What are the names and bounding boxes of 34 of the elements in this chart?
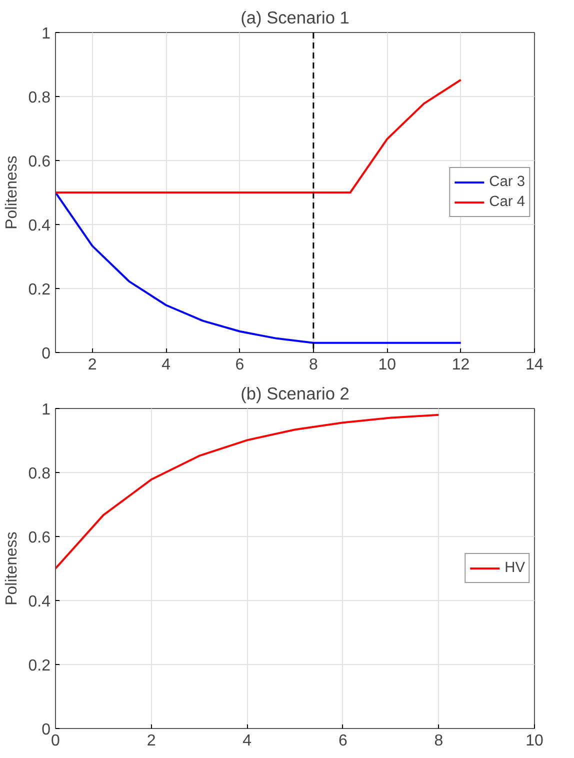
y-tick-label: 0	[42, 346, 51, 362]
x-tick-label: 2	[88, 356, 97, 374]
x-tick-label: 6	[338, 732, 348, 750]
y-tick-label: 0.2	[28, 658, 51, 674]
x-tick-label: 8	[308, 356, 318, 374]
legend-label: HV	[504, 560, 525, 576]
y-tick-label: 0	[42, 722, 51, 738]
y-tick-label: 0.6	[28, 530, 51, 546]
chart-title: (b) Scenario 2	[240, 384, 350, 404]
legend-label: Car 3	[489, 174, 525, 190]
x-tick-label: 6	[235, 356, 244, 374]
x-tick-label: 14	[526, 356, 544, 374]
y-tick-label: 1	[42, 402, 51, 418]
chart-title: (a) Scenario 1	[240, 8, 350, 28]
y-axis-title: Politeness	[3, 156, 20, 230]
y-axis-title: Politeness	[3, 532, 20, 606]
legend-label: Car 4	[489, 194, 525, 210]
x-tick-label: 4	[242, 732, 252, 750]
x-tick-label: 10	[526, 732, 544, 750]
x-tick-label: 12	[452, 356, 470, 374]
x-tick-label: 2	[146, 732, 156, 750]
y-tick-label: 0.8	[28, 466, 51, 482]
y-tick-label: 0.4	[28, 218, 51, 234]
x-tick-label: 10	[378, 356, 396, 374]
line-series	[56, 414, 440, 570]
y-tick-label: 0.6	[28, 154, 51, 170]
x-tick-label: 4	[162, 356, 171, 374]
x-tick-label: 8	[434, 732, 444, 750]
line-series	[56, 192, 462, 344]
y-tick-label: 0.2	[28, 282, 51, 298]
y-tick-label: 0.4	[28, 594, 51, 610]
y-tick-label: 1	[42, 26, 51, 42]
line-series	[56, 78, 462, 194]
y-tick-label: 0.8	[28, 90, 51, 106]
